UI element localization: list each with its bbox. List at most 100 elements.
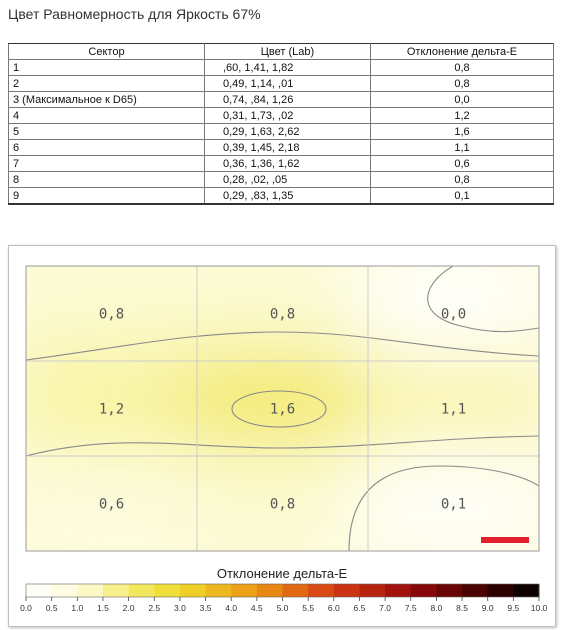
cell-lab: 0,31, 1,73, ,02 [204, 107, 371, 124]
colorbar-segment [513, 584, 540, 597]
colorbar-tick-label: 1.5 [97, 603, 109, 613]
colorbar-tick-label: 10.0 [531, 603, 548, 613]
colorbar-segment [333, 584, 360, 597]
colorbar-tick-label: 9.0 [482, 603, 494, 613]
uniformity-chart-panel: 0,8 0,8 0,0 1,2 1,6 1,1 0,6 0,8 0,1 Отклонение де… [8, 245, 556, 627]
cell-lab: 0,74, ,84, 1,26 [204, 91, 371, 108]
cell-value-label: 0,6 [99, 497, 124, 513]
table-row: 3 (Максимальное к D65) 0,74, ,84, 1,26 0,0 [8, 91, 554, 108]
table-header-row: Сектор Цвет (Lab) Отклонение дельта-E [8, 43, 554, 60]
cell-value-label: 1,1 [441, 402, 466, 418]
colorbar-title: Отклонение дельта-E [217, 566, 348, 581]
cell-lab: ,60, 1,41, 1,82 [204, 59, 371, 76]
colorbar-segment [231, 584, 258, 597]
colorbar-tick-label: 6.0 [328, 603, 340, 613]
colorbar-tick-label: 9.5 [507, 603, 519, 613]
colorbar-tick-label: 2.5 [148, 603, 160, 613]
cell-sector: 6 [8, 139, 205, 156]
uniformity-heatmap: 0,8 0,8 0,0 1,2 1,6 1,1 0,6 0,8 0,1 Отклонение де… [20, 265, 548, 613]
column-header-sector: Сектор [8, 43, 205, 60]
colorbar-tick-label: 5.0 [277, 603, 289, 613]
colorbar-tick-label: 4.5 [251, 603, 263, 613]
colorbar-segment [410, 584, 437, 597]
table-row: 1,60, 1,41, 1,82 0,8 [8, 59, 554, 76]
table-row: 7 0,36, 1,36, 1,62 0,6 [8, 155, 554, 172]
table-row: 8 0,28, ,02, ,05 0,8 [8, 171, 554, 188]
colorbar-segment [77, 584, 104, 597]
table-row: 4 0,31, 1,73, ,02 1,2 [8, 107, 554, 124]
cell-value-label: 0,0 [441, 307, 466, 323]
colorbar-tick-label: 8.0 [430, 603, 442, 613]
grid-lines [26, 266, 539, 551]
colorbar-segment [128, 584, 155, 597]
cell-lab: 0,29, ,83, 1,35 [204, 187, 371, 205]
plot-area [26, 266, 539, 551]
cell-value-label: 0,8 [270, 497, 295, 513]
colorbar-segment [282, 584, 309, 597]
colorbar-segment [205, 584, 232, 597]
contour-lines [26, 266, 539, 551]
cell-delta-e: 0,1 [370, 187, 554, 205]
cell-sector: 2 [8, 75, 205, 92]
cell-lab: 0,28, ,02, ,05 [204, 171, 371, 188]
cell-lab: 0,49, 1,14, ,01 [204, 75, 371, 92]
colorbar-tick-label: 6.5 [354, 603, 366, 613]
cell-delta-e: 0,8 [370, 59, 554, 76]
cell-sector: 5 [8, 123, 205, 140]
colorbar-tick-label: 7.0 [379, 603, 391, 613]
cell-delta-e: 0,8 [370, 171, 554, 188]
cell-value-label: 0,8 [270, 307, 295, 323]
cell-value-label: 0,8 [99, 307, 124, 323]
colorbar-tick-label: 0.0 [20, 603, 32, 613]
table-row: 9 0,29, ,83, 1,35 0,1 [8, 187, 554, 205]
cell-sector: 3 (Максимальное к D65) [8, 91, 205, 108]
cell-value-label: 1,6 [270, 402, 295, 418]
cell-sector: 8 [8, 171, 205, 188]
cell-delta-e: 0,0 [370, 91, 554, 108]
colorbar-segment [308, 584, 335, 597]
table-row: 2 0,49, 1,14, ,01 0,8 [8, 75, 554, 92]
colorbar-tick-label: 1.0 [71, 603, 83, 613]
colorbar-segment [51, 584, 78, 597]
colorbar-segment [256, 584, 283, 597]
colorbar-segment [385, 584, 412, 597]
plot-border [25, 265, 540, 552]
colorbar-segment [179, 584, 207, 597]
colorbar-tick-label: 3.0 [174, 603, 186, 613]
cell-sector: 4 [8, 107, 205, 124]
colorbar-tick-label: 8.5 [456, 603, 468, 613]
cell-sector: 9 [8, 187, 205, 205]
cell-sector: 7 [8, 155, 205, 172]
colorbar-segment [462, 584, 489, 597]
colorbar-segment [487, 584, 514, 597]
colorbar-tick-label: 0.5 [46, 603, 58, 613]
colorbar-segment [26, 584, 53, 597]
reference-marker [481, 537, 529, 543]
table-row: 6 0,39, 1,45, 2,18 1,1 [8, 139, 554, 156]
colorbar: 0.0 0.5 1.0 1.5 2.0 2.5 3.0 3.5 4.0 4.5 5.0 5.5 6.0 6… [20, 583, 548, 613]
colorbar-segment [102, 584, 130, 597]
colorbar-segment [436, 584, 463, 597]
cell-value-label: 0,1 [441, 497, 466, 513]
column-header-lab: Цвет (Lab) [204, 43, 371, 60]
colorbar-tick-label: 5.5 [302, 603, 314, 613]
cell-lab: 0,29, 1,63, 2,62 [204, 123, 371, 140]
cell-delta-e: 1,1 [370, 139, 554, 156]
page-title: Цвет Равномерность для Яркость 67% [8, 6, 261, 22]
cell-delta-e: 1,6 [370, 123, 554, 140]
uniformity-table: Сектор Цвет (Lab) Отклонение дельта-E 1,… [8, 43, 554, 205]
colorbar-tick-label: 3.5 [200, 603, 212, 613]
cell-delta-e: 0,6 [370, 155, 554, 172]
colorbar-tick-label: 7.5 [405, 603, 417, 613]
table-row: 5 0,29, 1,63, 2,62 1,6 [8, 123, 554, 140]
cell-delta-e: 1,2 [370, 107, 554, 124]
cell-value-label: 1,2 [99, 402, 124, 418]
colorbar-segment [359, 584, 386, 597]
colorbar-tick-label: 4.0 [225, 603, 237, 613]
cell-lab: 0,36, 1,36, 1,62 [204, 155, 371, 172]
colorbar-segment [154, 584, 181, 597]
cell-lab: 0,39, 1,45, 2,18 [204, 139, 371, 156]
cell-delta-e: 0,8 [370, 75, 554, 92]
column-header-delta-e: Отклонение дельта-E [370, 43, 554, 60]
cell-sector: 1 [8, 59, 205, 76]
